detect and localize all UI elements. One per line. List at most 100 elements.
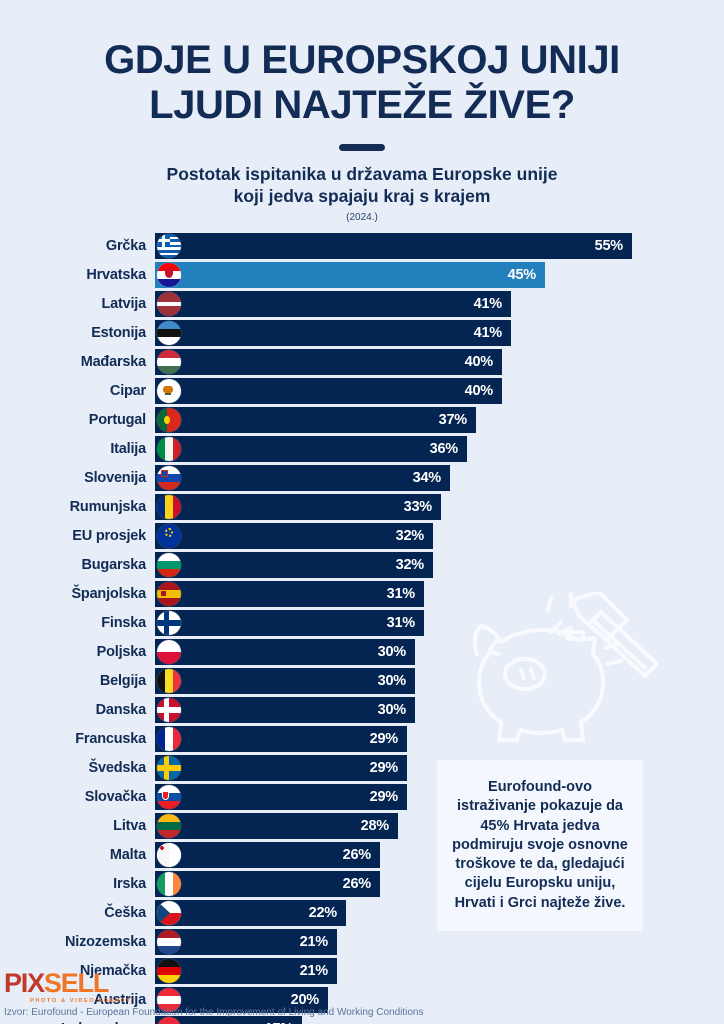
chart-row: Poljska 30%: [0, 639, 724, 666]
bar: 21%: [155, 929, 337, 956]
bar: 34%: [155, 465, 450, 492]
bar-value-label: 40%: [464, 354, 494, 371]
country-label: Latvija: [101, 296, 146, 313]
bar: 29%: [155, 755, 407, 782]
bar-value-label: 30%: [377, 673, 407, 690]
bar-value-label: 45%: [507, 267, 537, 284]
bar: 41%: [155, 320, 511, 347]
bar: 26%: [155, 871, 380, 898]
country-label: Finska: [101, 615, 146, 632]
title-divider: [339, 143, 385, 151]
country-label: Francuska: [75, 731, 146, 748]
bar: 31%: [155, 610, 424, 637]
bar: 29%: [155, 784, 407, 811]
chart-row: EU prosjek 32%: [0, 523, 724, 550]
country-label: EU prosjek: [72, 528, 146, 545]
flag-si-icon: [157, 466, 181, 491]
chart-row: Danska 30%: [0, 697, 724, 724]
bar-value-label: 36%: [429, 441, 459, 458]
chart-row: Slovenija 34%: [0, 465, 724, 492]
flag-gr-icon: [157, 234, 181, 259]
flag-ro-icon: [157, 495, 181, 520]
bar-track: 31%: [155, 610, 724, 637]
bar-value-label: 32%: [395, 528, 425, 545]
bar-track: 55%: [155, 233, 724, 260]
flag-cz-icon: [157, 901, 181, 926]
chart-row: Češka 22%: [0, 900, 724, 927]
bar-value-label: 28%: [360, 818, 390, 835]
bar-track: 40%: [155, 349, 724, 376]
callout-box: Eurofound-ovo istraživanje pokazuje da 4…: [437, 760, 643, 931]
flag-lt-icon: [157, 814, 181, 839]
chart-row: Španjolska 31%: [0, 581, 724, 608]
country-label: Malta: [109, 847, 146, 864]
bar-value-label: 29%: [369, 760, 399, 777]
flag-it-icon: [157, 437, 181, 462]
bar-value-label: 41%: [473, 325, 503, 342]
bar-track: 29%: [155, 726, 724, 753]
bar-track: 30%: [155, 639, 724, 666]
title-divider-wrap: [20, 143, 704, 151]
bar: 36%: [155, 436, 467, 463]
bar: 32%: [155, 523, 433, 550]
bar: 28%: [155, 813, 398, 840]
bar-value-label: 31%: [386, 615, 416, 632]
chart-row: Litva 28%: [0, 813, 724, 840]
bar-value-label: 30%: [377, 644, 407, 661]
subtitle: Postotak ispitanika u državama Europske …: [20, 163, 704, 209]
subtitle-line-2: koji jedva spajaju kraj s krajem: [233, 186, 491, 207]
bar: 21%: [155, 958, 337, 985]
flag-at-icon: [157, 988, 181, 1013]
chart-row: Mađarska 40%: [0, 349, 724, 376]
country-label: Grčka: [105, 238, 146, 255]
bar-track: 41%: [155, 320, 724, 347]
bar-value-label: 31%: [386, 586, 416, 603]
logo-text-sell: SELL: [43, 968, 109, 998]
chart-row: Hrvatska 45%: [0, 262, 724, 289]
bar-value-label: 37%: [438, 412, 468, 429]
bar-value-label: 17%: [265, 1021, 294, 1024]
flag-ee-icon: [157, 321, 181, 346]
bar: 22%: [155, 900, 346, 927]
country-label: Italija: [110, 441, 146, 458]
bar-value-label: 30%: [377, 702, 407, 719]
bar-track: 32%: [155, 523, 724, 550]
bar-track: 37%: [155, 407, 724, 434]
flag-fi-icon: [157, 611, 181, 636]
flag-be-icon: [157, 669, 181, 694]
flag-se-icon: [157, 756, 181, 781]
chart-row: Nizozemska 21%: [0, 929, 724, 956]
subtitle-line-1: Postotak ispitanika u državama Europske …: [166, 163, 558, 184]
bar-value-label: 29%: [369, 731, 399, 748]
bar-track: 40%: [155, 378, 724, 405]
bar: 37%: [155, 407, 476, 434]
country-label: Belgija: [99, 673, 146, 690]
chart-row: Luksemburg 17%: [0, 1016, 724, 1024]
bar: 41%: [155, 291, 511, 318]
country-label: Estonija: [91, 325, 146, 342]
flag-hu-icon: [157, 350, 181, 375]
header-block: GDJE U EUROPSKOJ UNIJI LJUDI NAJTEŽE ŽIV…: [0, 0, 724, 223]
bar-highlighted: 45%: [155, 262, 545, 289]
country-label: Mađarska: [80, 354, 147, 371]
flag-lv-icon: [157, 292, 181, 317]
chart-row: Slovačka 29%: [0, 784, 724, 811]
flag-pt-icon: [157, 408, 181, 433]
country-label: Hrvatska: [86, 267, 146, 284]
bar-track: 32%: [155, 552, 724, 579]
bar-value-label: 34%: [412, 470, 442, 487]
bar-value-label: 26%: [342, 876, 372, 893]
chart-row: Latvija 41%: [0, 291, 724, 318]
country-label: Luksemburg: [0, 1021, 155, 1024]
chart-row: Belgija 30%: [0, 668, 724, 695]
country-label: Litva: [113, 818, 146, 835]
chart-row: Grčka 55%: [0, 233, 724, 260]
bar-track: 26%: [155, 871, 724, 898]
country-label: Portugal: [88, 412, 146, 429]
bar-track: 29%: [155, 755, 724, 782]
flag-fr-icon: [157, 727, 181, 752]
bar-track: 17%: [155, 1016, 724, 1024]
bar-chart: Grčka 55% Hrvatska 45% Latvija 41% Estonija 41%…: [0, 233, 724, 1024]
bar-value-label: 20%: [290, 992, 320, 1009]
chart-row: Švedska 29%: [0, 755, 724, 782]
